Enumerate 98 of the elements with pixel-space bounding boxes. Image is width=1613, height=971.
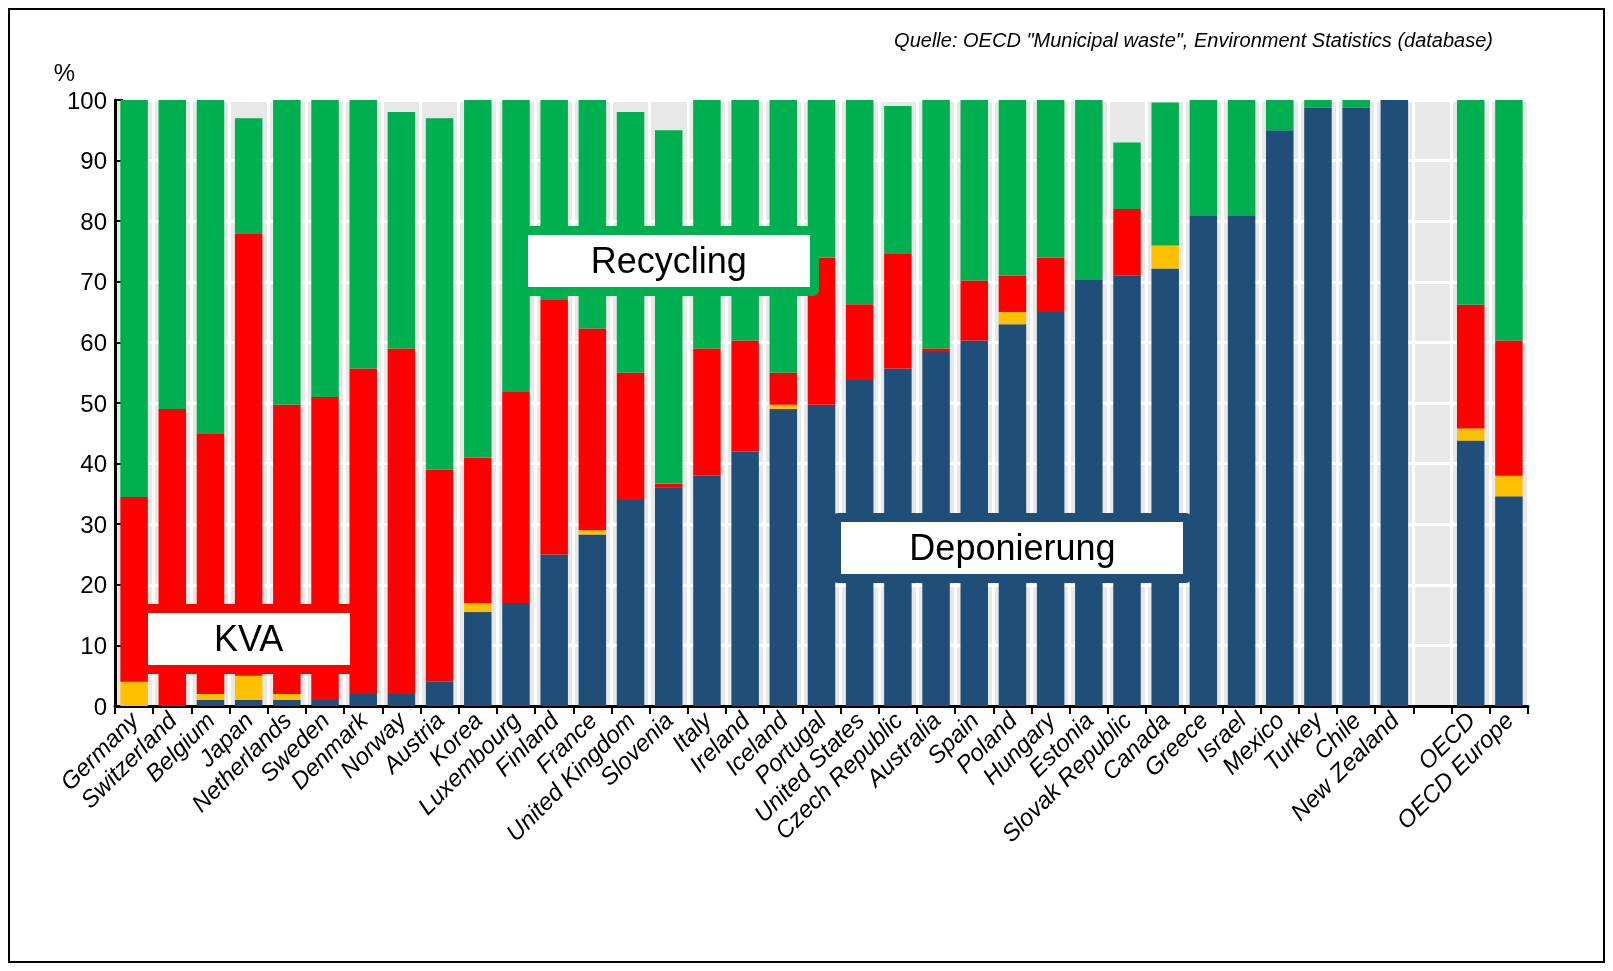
y-tick-label: 10 (80, 631, 107, 659)
bar (845, 100, 874, 305)
bar (1113, 142, 1141, 210)
bar (234, 118, 263, 234)
bar (273, 100, 301, 405)
bar (731, 340, 759, 452)
bar (1456, 100, 1485, 305)
bar (120, 681, 148, 706)
bar (502, 392, 530, 603)
bar (425, 469, 454, 682)
bar (502, 100, 530, 393)
bar (693, 475, 721, 706)
bar (387, 348, 416, 694)
bar (464, 457, 492, 603)
y-axis-title: % (53, 58, 75, 86)
bar (425, 681, 454, 706)
bar (502, 602, 530, 706)
bar (731, 451, 759, 706)
bar (769, 404, 798, 410)
y-tick-label: 100 (66, 86, 107, 114)
bar (1036, 257, 1065, 313)
bar (578, 534, 607, 706)
y-tick-label: 50 (80, 389, 107, 417)
bar (807, 404, 836, 706)
bar (998, 312, 1027, 325)
bar (464, 602, 492, 613)
bar (960, 100, 988, 281)
y-tick-label: 60 (80, 328, 107, 356)
bar (1495, 496, 1523, 706)
y-tick-label: 40 (80, 450, 107, 478)
bar (616, 499, 645, 706)
bar (120, 100, 148, 497)
bar (349, 368, 377, 694)
bar (616, 372, 645, 500)
bar (1151, 245, 1179, 269)
bar (1495, 475, 1523, 497)
bar (998, 275, 1027, 313)
bar (196, 100, 225, 434)
y-tick-label: 70 (80, 268, 107, 296)
bar (540, 299, 568, 555)
bar (1456, 304, 1485, 429)
y-tick-label: 30 (80, 510, 107, 538)
bar (158, 100, 187, 410)
label-box: Deponierung (832, 513, 1193, 584)
bar (1456, 440, 1485, 706)
bar (845, 304, 874, 380)
bar (311, 699, 339, 706)
bar (234, 699, 263, 706)
bar (311, 100, 339, 397)
bar (1266, 130, 1294, 706)
bar (1456, 428, 1485, 441)
bar (387, 112, 416, 349)
bar (234, 675, 263, 700)
bar (1227, 100, 1256, 216)
y-tick-label: 80 (80, 207, 107, 235)
bar (387, 693, 416, 706)
bar (655, 487, 683, 706)
bar (1227, 215, 1256, 706)
bar (1151, 102, 1179, 246)
bar (1304, 107, 1332, 706)
bar (540, 554, 568, 706)
bar (998, 100, 1027, 276)
bar (1113, 209, 1141, 276)
bar (1075, 100, 1103, 280)
bar (769, 372, 798, 405)
bar (273, 699, 301, 706)
bar (1342, 107, 1370, 706)
y-tick-label: 90 (80, 147, 107, 175)
bar (1304, 100, 1332, 108)
bar (884, 106, 912, 254)
bar (196, 699, 225, 706)
bar (464, 100, 492, 458)
bar (807, 100, 836, 258)
bar (884, 253, 912, 369)
bar (1380, 100, 1409, 706)
bar (1189, 100, 1218, 216)
bar (693, 348, 721, 476)
bar (578, 530, 607, 535)
bar (769, 409, 798, 706)
bar (1342, 100, 1370, 108)
bar (425, 118, 454, 470)
y-tick-label: 20 (80, 571, 107, 599)
source-note: Quelle: OECD "Municipal waste", Environment Statistics (database) (894, 29, 1493, 51)
bar (1495, 100, 1523, 341)
bar (1266, 100, 1294, 131)
bar (922, 348, 950, 353)
bar (196, 693, 225, 700)
bar (349, 693, 377, 706)
bar (1495, 340, 1523, 476)
bar (960, 280, 988, 341)
bar (1036, 100, 1065, 258)
bar (464, 612, 492, 706)
bar (655, 483, 683, 488)
bar (578, 328, 607, 531)
bar (349, 100, 377, 369)
bar (1189, 215, 1218, 706)
bar (273, 693, 301, 700)
bar (922, 100, 950, 349)
